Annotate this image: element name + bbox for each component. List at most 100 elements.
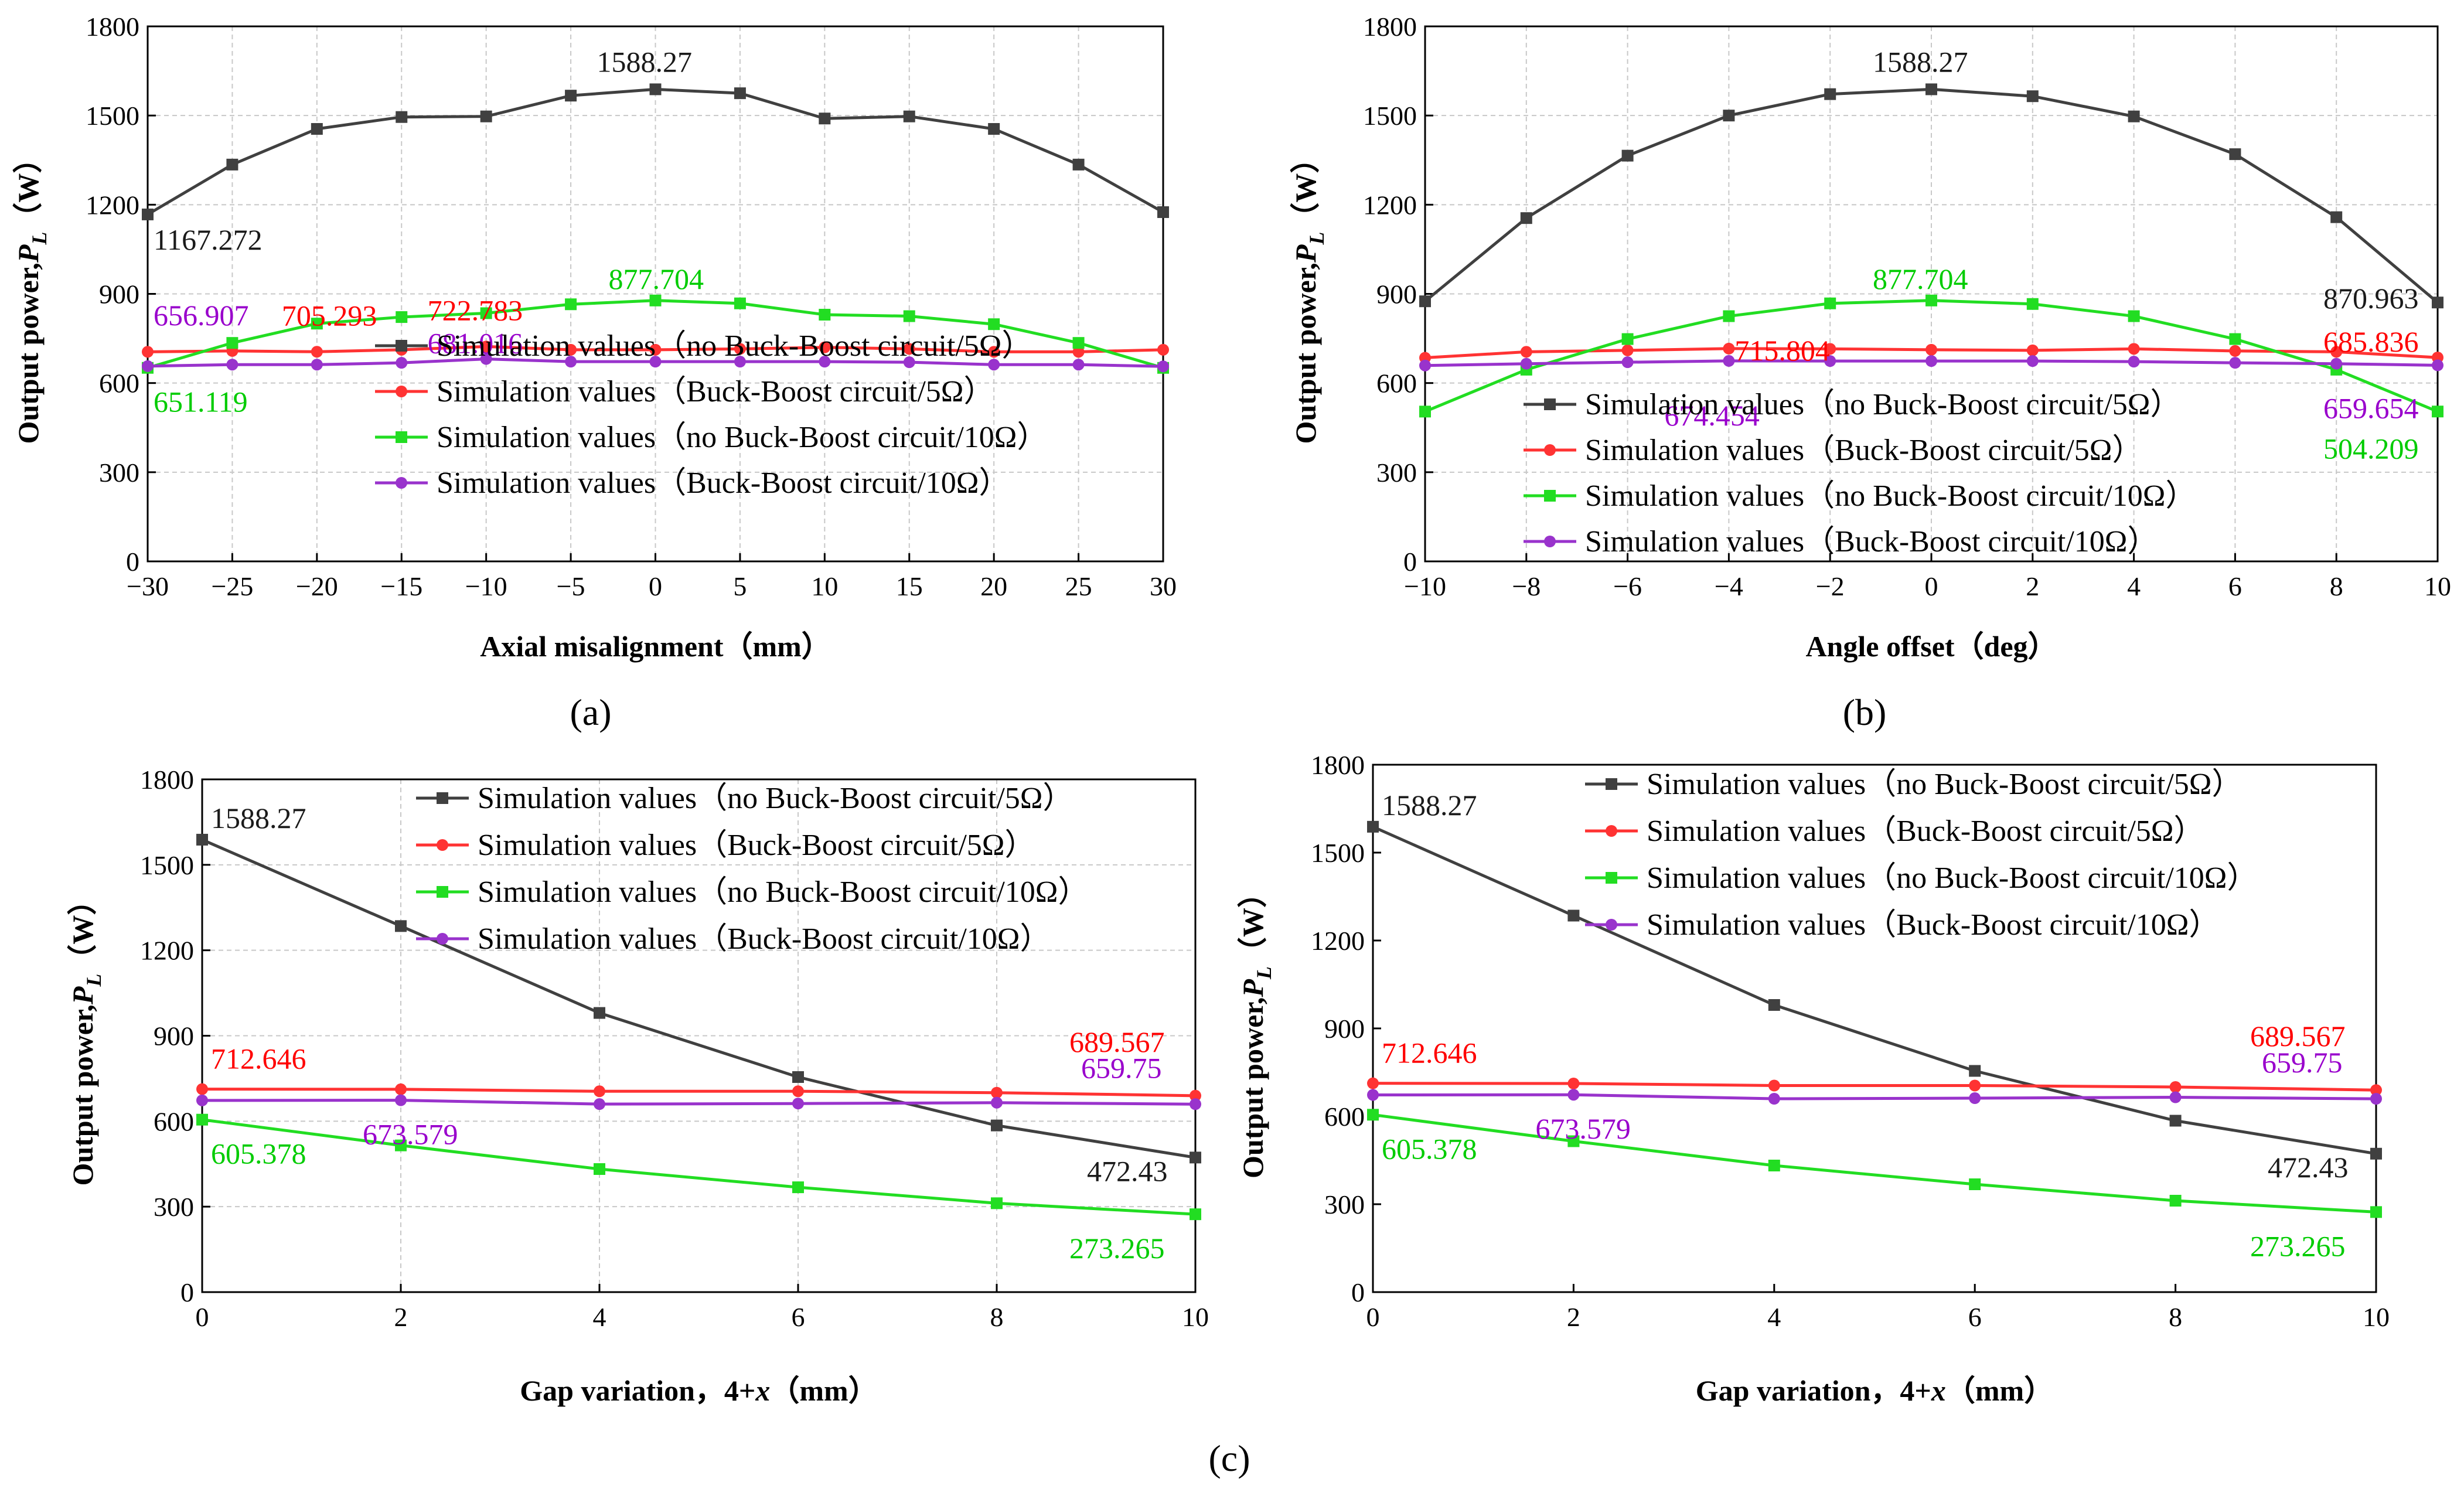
- data-point-bb_5: [1567, 1078, 1580, 1089]
- y-tick-label: 300: [99, 458, 139, 488]
- data-label: 472.43: [1087, 1154, 1168, 1187]
- data-point-bb_5: [2370, 1084, 2382, 1096]
- y-tick-label: 900: [154, 1021, 194, 1051]
- legend-entry-no_bb_5: Simulation values（no Buck-Boost circuit/…: [1585, 388, 2180, 421]
- legend-marker-no_bb_10: [1606, 872, 1617, 884]
- x-axis-title: Axial misalignment（mm）: [480, 630, 831, 663]
- data-point-bb_5: [1072, 346, 1085, 358]
- data-point-no_bb_5: [1190, 1151, 1201, 1164]
- data-label: 1588.27: [1873, 45, 1968, 78]
- x-tick-label: −10: [465, 571, 507, 601]
- data-point-bb_5: [565, 343, 577, 356]
- y-tick-label: 1500: [1363, 101, 1417, 131]
- data-point-no_bb_5: [1567, 909, 1580, 922]
- x-axis-title-unit: （mm）: [770, 1374, 877, 1407]
- x-tick-label: 10: [2363, 1302, 2390, 1332]
- data-point-bb_5: [395, 1083, 407, 1095]
- series-line-no_bb_10: [1372, 1113, 2377, 1214]
- legend-entry-bb_5: Simulation values（Buck-Boost circuit/5Ω）: [437, 375, 994, 408]
- data-label: 689.567: [1069, 1025, 1165, 1058]
- data-point-no_bb_5: [1072, 158, 1085, 171]
- data-label: 504.209: [2323, 432, 2419, 465]
- x-tick-label: 2: [394, 1302, 408, 1332]
- series-line-no_bb_10: [202, 1118, 1196, 1216]
- data-point-bb_10: [1969, 1092, 1981, 1104]
- series-line-bb_10: [1372, 1093, 2377, 1100]
- data-point-bb_5: [649, 343, 662, 356]
- data-point-no_bb_5: [142, 208, 154, 220]
- chart-panel-b: −10 −8 −6 −4 −2 0 2 4 6 8 10 0 300 600 900 1200 1500 1800…: [1289, 12, 2451, 663]
- y-axis-title-symbol: P: [1236, 979, 1269, 998]
- data-point-no_bb_5: [1925, 83, 1937, 96]
- x-axis-title: Angle offset（deg）: [1805, 630, 2057, 663]
- data-label: 656.907: [154, 299, 249, 332]
- data-point-no_bb_10: [196, 1113, 208, 1126]
- data-point-no_bb_10: [2370, 1206, 2382, 1218]
- data-point-no_bb_10: [565, 298, 577, 311]
- legend-marker-bb_10: [1544, 536, 1556, 547]
- y-tick-label: 1800: [86, 12, 139, 42]
- x-tick-label: 25: [1065, 571, 1092, 601]
- x-tick-label: 20: [980, 571, 1007, 601]
- data-point-no_bb_10: [1768, 1160, 1780, 1171]
- data-point-bb_10: [142, 360, 154, 372]
- x-tick-label: −5: [557, 571, 585, 601]
- y-tick-label: 300: [1324, 1190, 1365, 1219]
- legend-marker-no_bb_10: [437, 886, 448, 898]
- data-point-bb_10: [988, 359, 1000, 371]
- data-point-no_bb_5: [480, 110, 492, 122]
- x-tick-label: −20: [296, 571, 338, 601]
- data-label: 1588.27: [597, 45, 693, 78]
- data-label: 659.75: [1081, 1051, 1162, 1084]
- data-label: 877.704: [1873, 263, 1968, 295]
- legend-marker-bb_10: [396, 477, 407, 489]
- series-line-no_bb_5: [1372, 825, 2377, 1156]
- y-axis-title: Output power,PL（W）: [1236, 878, 1276, 1178]
- data-point-no_bb_5: [1969, 1065, 1981, 1077]
- x-tick-label: 4: [2127, 571, 2141, 601]
- data-point-bb_10: [1157, 360, 1169, 373]
- legend-entry-no_bb_5: Simulation values（no Buck-Boost circuit/…: [1647, 768, 2242, 801]
- x-tick-label: −6: [1613, 571, 1642, 601]
- data-point-no_bb_5: [311, 122, 323, 135]
- y-axis-title-subscript: L: [82, 974, 105, 987]
- x-tick-label: 0: [1925, 571, 1938, 601]
- y-tick-label: 1500: [1311, 838, 1365, 868]
- legend-marker-bb_5: [437, 839, 448, 851]
- data-point-no_bb_10: [2169, 1195, 2182, 1207]
- data-point-bb_10: [1925, 355, 1937, 367]
- data-point-bb_5: [819, 341, 831, 353]
- y-tick-label: 600: [99, 369, 139, 398]
- legend-marker-no_bb_5: [1606, 778, 1617, 790]
- legend-entry-no_bb_10: Simulation values（no Buck-Boost circuit/…: [437, 421, 1047, 454]
- data-point-no_bb_5: [649, 83, 662, 96]
- data-label: 673.579: [1535, 1112, 1631, 1145]
- data-point-no_bb_10: [2026, 298, 2039, 310]
- data-point-bb_5: [594, 1085, 605, 1098]
- data-point-bb_10: [1621, 356, 1634, 369]
- x-tick-label: 2: [2026, 571, 2039, 601]
- data-point-bb_10: [649, 356, 662, 368]
- data-point-bb_5: [142, 346, 154, 358]
- data-point-bb_10: [2026, 355, 2039, 367]
- y-axis-title-subscript: L: [28, 232, 51, 246]
- x-tick-label: 8: [2330, 571, 2343, 601]
- y-axis-title-symbol: P: [12, 244, 45, 263]
- data-point-bb_10: [2330, 357, 2343, 370]
- x-tick-label: 8: [2169, 1302, 2182, 1332]
- data-point-no_bb_10: [1824, 297, 1836, 309]
- data-point-bb_10: [1567, 1089, 1580, 1101]
- x-tick-label: 0: [649, 571, 662, 601]
- legend-entry-bb_5: Simulation values（Buck-Boost circuit/5Ω）: [1585, 434, 2142, 467]
- y-axis-title-symbol: P: [66, 986, 99, 1005]
- y-tick-label: 1200: [140, 936, 194, 966]
- data-point-no_bb_10: [226, 337, 238, 349]
- legend-entry-bb_5: Simulation values（Buck-Boost circuit/5Ω）: [1647, 815, 2204, 848]
- data-point-no_bb_5: [196, 833, 208, 846]
- y-tick-label: 600: [154, 1106, 194, 1136]
- data-point-bb_10: [565, 356, 577, 368]
- data-point-no_bb_10: [1567, 1135, 1580, 1147]
- series-line-no_bb_5: [202, 838, 1196, 1159]
- y-axis-title-unit: （W）: [12, 144, 45, 232]
